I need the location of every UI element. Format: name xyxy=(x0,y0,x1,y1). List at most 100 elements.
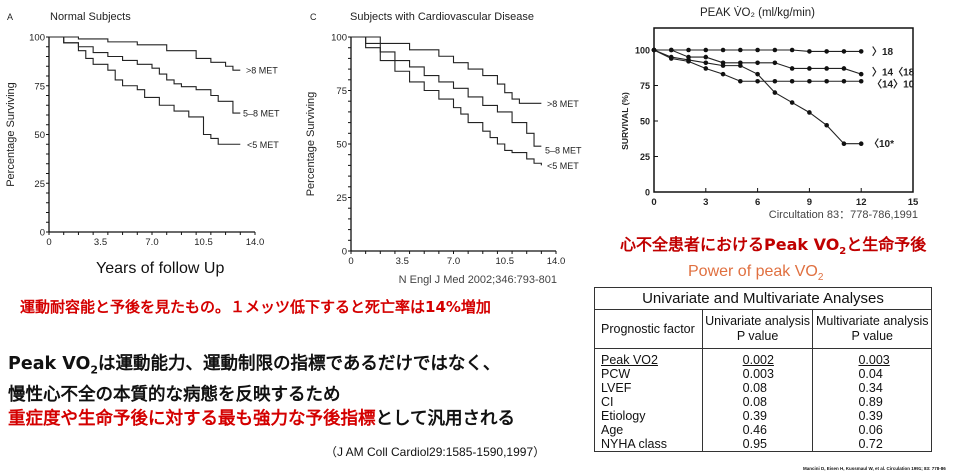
header-univariate-line2: P value xyxy=(736,329,779,343)
data-point xyxy=(858,78,864,84)
table-row: PCW 0.003 0.04 xyxy=(595,367,932,381)
series-label: <5 MET xyxy=(547,161,579,171)
x-tick-label: 9 xyxy=(807,197,812,208)
x-tick-label: 3 xyxy=(703,197,708,208)
body-line-1-pre: Peak VO xyxy=(8,354,91,374)
data-point xyxy=(720,47,726,53)
y-tick-label: 25 xyxy=(336,193,347,204)
table-row: LVEF 0.08 0.34 xyxy=(595,381,932,395)
factor-cell: NYHA class xyxy=(601,437,667,451)
factor-cell: LVEF xyxy=(601,381,632,395)
y-tick-label: 50 xyxy=(640,117,650,127)
hf-title: 心不全患者におけるPeak VO2と生命予後 xyxy=(620,231,926,257)
data-point xyxy=(668,54,674,60)
body-line-1-post: は運動能力、運動制限の指標であるだけではなく、 xyxy=(98,354,501,374)
data-point xyxy=(807,49,812,54)
chart-2 xyxy=(651,27,914,193)
data-point xyxy=(807,78,812,84)
body-text: Peak VO2は運動能力、運動制限の指標であるだけではなく、 慢性心不全の本質… xyxy=(8,352,515,431)
x-tick-label: 10.5 xyxy=(194,237,213,248)
power-title-sub: 2 xyxy=(817,272,824,284)
table-row: Peak VO2 0.002 0.003 xyxy=(595,348,932,367)
data-point xyxy=(738,47,743,53)
y-tick-label: 50 xyxy=(34,130,45,141)
jacc-reference: （J AM Coll Cardiol29:1585-1590,1997） xyxy=(325,445,546,459)
data-point xyxy=(841,141,847,147)
header-multivariate: Multivariate analysis P value xyxy=(812,309,932,349)
data-point xyxy=(738,63,743,68)
univariate-cell: 0.95 xyxy=(701,437,813,452)
univariate-cell: 0.08 xyxy=(701,381,813,395)
data-point xyxy=(824,49,829,54)
data-point xyxy=(755,60,760,66)
data-point xyxy=(668,47,674,53)
body-line-1-sub: 2 xyxy=(90,363,99,377)
data-point xyxy=(789,100,795,105)
x-tick-label: 3.5 xyxy=(396,256,409,267)
data-point xyxy=(686,47,691,53)
factor-cell: Etiology xyxy=(601,409,646,423)
chart-source: Circultation 83：778-786,1991 xyxy=(769,209,918,221)
data-point xyxy=(686,57,691,63)
table-row: Age 0.46 0.06 xyxy=(595,423,932,437)
data-point xyxy=(755,47,760,53)
panel-letter: C xyxy=(310,12,317,22)
y-tick-label: 75 xyxy=(336,86,347,97)
body-line-2: 慢性心不全の本質的な病態を反映するため xyxy=(8,384,341,405)
y-tick-label: 75 xyxy=(640,81,650,91)
y-axis-label: Percentage Surviving xyxy=(305,92,317,197)
data-point xyxy=(703,66,709,71)
univariate-cell: 0.39 xyxy=(701,409,813,423)
univariate-cell: 0.003 xyxy=(701,367,813,381)
x-tick-label: 12 xyxy=(856,197,867,208)
table-reference: Mancini D, Eisen H, Kussmaul W, et al. C… xyxy=(803,466,946,471)
chart-0 xyxy=(46,36,256,235)
univariate-cell: 0.002 xyxy=(701,348,813,367)
data-point xyxy=(755,78,760,84)
data-point xyxy=(858,49,864,54)
table-title: Univariate and Multivariate Analyses xyxy=(594,287,932,310)
table-body: Peak VO2 0.002 0.003 PCW 0.003 0.04 LVEF 0.08 0.… xyxy=(595,348,932,452)
series-label: 5–8 MET xyxy=(545,146,582,156)
data-point xyxy=(807,110,812,115)
chart-source: N Engl J Med 2002;346:793-801 xyxy=(399,274,557,286)
multivariate-cell: 0.89 xyxy=(812,395,932,409)
series-line-2 xyxy=(351,36,542,166)
analysis-table: Univariate and Multivariate Analyses Pro… xyxy=(594,287,932,452)
series-line-0 xyxy=(49,36,241,71)
y-tick-label: 100 xyxy=(331,33,347,44)
x-tick-label: 0 xyxy=(46,237,51,248)
data-point xyxy=(703,54,709,60)
data-point xyxy=(720,71,726,77)
multivariate-cell: 0.06 xyxy=(812,423,932,437)
data-point xyxy=(789,66,795,71)
x-tick-label: 14.0 xyxy=(246,237,265,248)
chart-title: Normal Subjects xyxy=(50,11,131,23)
data-point xyxy=(824,66,829,71)
data-point xyxy=(772,90,778,95)
header-multivariate-line2: P value xyxy=(851,329,893,343)
series-label: 5–8 MET xyxy=(243,109,280,119)
header-univariate: Univariate analysis P value xyxy=(701,309,813,349)
series-label: <5 MET xyxy=(247,140,279,150)
multivariate-cell: 0.72 xyxy=(812,437,932,452)
data-point xyxy=(720,63,726,68)
factor-cell: CI xyxy=(601,395,614,409)
data-point xyxy=(824,78,829,84)
univariate-cell: 0.08 xyxy=(701,395,813,409)
x-tick-label: 6 xyxy=(755,197,760,208)
multivariate-cell: 0.39 xyxy=(812,409,932,423)
data-point xyxy=(841,66,847,71)
univariate-cell: 0.46 xyxy=(701,423,813,437)
chart-title: PEAK V̇O₂ (ml/kg/min) xyxy=(700,6,815,19)
series-line-2 xyxy=(653,49,862,82)
y-tick-label: 100 xyxy=(635,46,650,56)
table-row: NYHA class 0.95 0.72 xyxy=(595,437,932,452)
factor-cell: Age xyxy=(601,423,624,437)
y-tick-label: 25 xyxy=(34,179,45,190)
data-point xyxy=(703,60,709,66)
table-row: Etiology 0.39 0.39 xyxy=(595,409,932,423)
series-label: 〉18 xyxy=(872,45,894,58)
met-note: 運動耐容能と予後を見たもの。１メッツ低下すると死亡率は14%増加 xyxy=(20,298,491,316)
